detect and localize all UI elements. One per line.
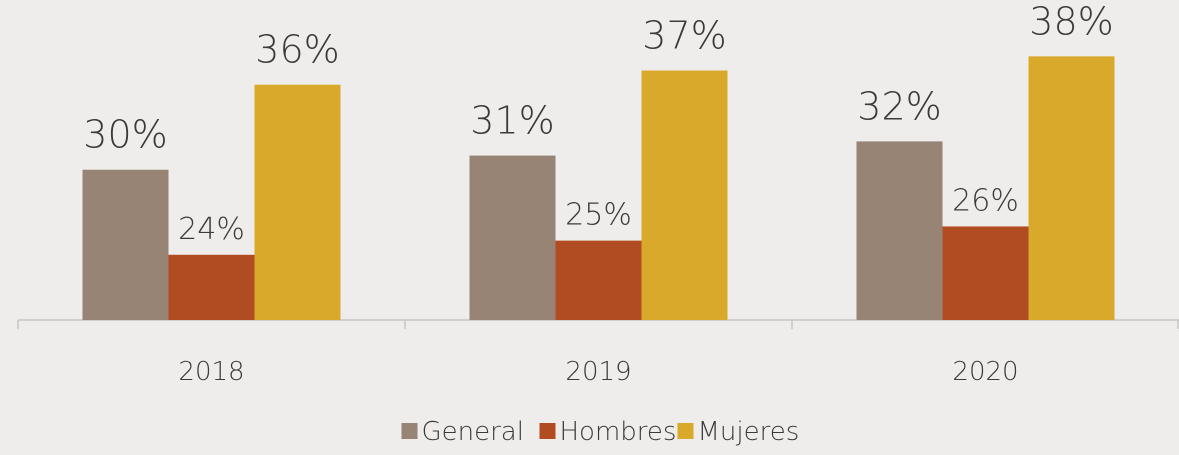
legend-label: General: [422, 417, 524, 447]
legend-swatch: [401, 423, 418, 439]
data-label: 26%: [952, 183, 1019, 218]
data-label: 24%: [178, 212, 245, 247]
data-label: 32%: [857, 84, 941, 128]
bar: [641, 70, 728, 321]
data-label: 36%: [255, 28, 339, 72]
data-label: 31%: [470, 99, 554, 143]
bar: [555, 240, 642, 320]
x-tick-label: 2020: [952, 357, 1018, 387]
x-tick-label: 2019: [565, 357, 631, 387]
legend-swatch: [539, 423, 556, 439]
legend-label: Mujeres: [698, 417, 800, 447]
legend-label: Hombres: [560, 417, 677, 447]
bar: [82, 169, 169, 320]
legend-swatch: [677, 423, 694, 439]
bar: [168, 254, 255, 320]
bar: [469, 155, 556, 320]
bar: [254, 84, 341, 320]
data-label: 30%: [83, 113, 167, 157]
data-label: 38%: [1029, 0, 1113, 43]
bar: [942, 226, 1029, 320]
data-label: 25%: [565, 198, 632, 233]
bar: [1028, 56, 1115, 320]
x-tick-label: 2018: [178, 357, 244, 387]
data-label: 37%: [642, 14, 726, 58]
bar: [856, 141, 943, 320]
